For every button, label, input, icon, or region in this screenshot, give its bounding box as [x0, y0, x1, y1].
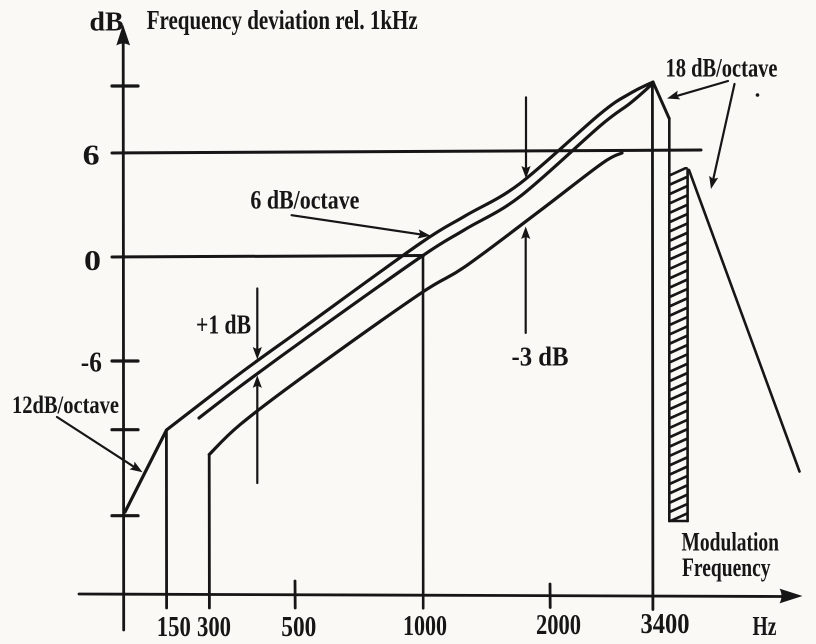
svg-text:150: 150: [157, 612, 191, 643]
svg-text:1000: 1000: [403, 611, 447, 642]
svg-text:Frequency deviation rel. 1kHz: Frequency deviation rel. 1kHz: [147, 5, 418, 35]
svg-text:dB: dB: [90, 7, 124, 37]
svg-text:18 dB/octave: 18 dB/octave: [666, 54, 778, 83]
svg-text:-3 dB: -3 dB: [512, 342, 569, 372]
svg-text:6: 6: [83, 141, 100, 172]
svg-text:Modulation: Modulation: [682, 528, 780, 557]
svg-text:-6: -6: [81, 347, 102, 378]
svg-text:500: 500: [281, 612, 316, 643]
svg-text:6 dB/octave: 6 dB/octave: [250, 186, 359, 215]
svg-text:300: 300: [197, 612, 231, 643]
svg-text:3400: 3400: [641, 609, 690, 640]
svg-text:+1 dB: +1 dB: [196, 310, 251, 340]
svg-text:Frequency: Frequency: [682, 553, 771, 582]
svg-text:2000: 2000: [536, 610, 581, 641]
svg-text:12dB/octave: 12dB/octave: [12, 392, 119, 419]
svg-text:Hz: Hz: [753, 611, 777, 641]
svg-text:0: 0: [84, 246, 101, 277]
